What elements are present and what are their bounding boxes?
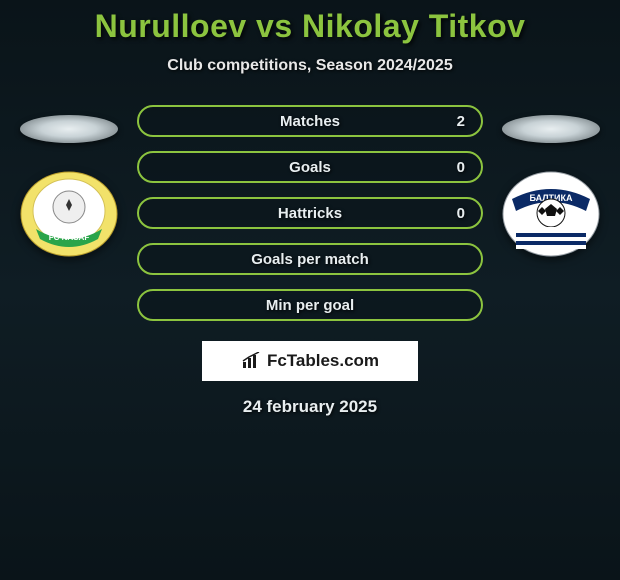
svg-text:FC NASAF: FC NASAF xyxy=(49,233,90,242)
stat-label: Hattricks xyxy=(278,205,342,222)
attribution-box[interactable]: FcTables.com xyxy=(202,341,418,381)
player-oval-right xyxy=(502,115,600,143)
bar-chart-icon xyxy=(241,352,263,370)
attribution-text: FcTables.com xyxy=(267,351,379,371)
stat-label: Min per goal xyxy=(266,297,354,314)
stat-label: Goals xyxy=(289,159,331,176)
comparison-card: Nurulloev vs Nikolay Titkov Club competi… xyxy=(0,0,620,417)
date-text: 24 february 2025 xyxy=(0,397,620,417)
main-row: FC NASAF Matches 2 Goals 0 Hattricks 0 G… xyxy=(0,105,620,321)
stat-value: 2 xyxy=(457,113,465,130)
left-player-col: FC NASAF xyxy=(19,105,119,257)
stats-column: Matches 2 Goals 0 Hattricks 0 Goals per … xyxy=(137,105,483,321)
right-player-col: БАЛТИКА xyxy=(501,105,601,257)
stat-row-goals: Goals 0 xyxy=(137,151,483,183)
stat-value: 0 xyxy=(457,205,465,222)
stat-row-mpg: Min per goal xyxy=(137,289,483,321)
stat-row-matches: Matches 2 xyxy=(137,105,483,137)
player-oval-left xyxy=(20,115,118,143)
nasaf-badge-icon: FC NASAF xyxy=(20,171,118,257)
stat-value: 0 xyxy=(457,159,465,176)
subtitle: Club competitions, Season 2024/2025 xyxy=(0,57,620,75)
stat-label: Goals per match xyxy=(251,251,369,268)
stat-row-hattricks: Hattricks 0 xyxy=(137,197,483,229)
club-logo-right: БАЛТИКА xyxy=(502,171,600,257)
club-logo-left: FC NASAF xyxy=(20,171,118,257)
stat-row-gpm: Goals per match xyxy=(137,243,483,275)
stat-label: Matches xyxy=(280,113,340,130)
baltika-badge-icon: БАЛТИКА xyxy=(502,171,600,257)
page-title: Nurulloev vs Nikolay Titkov xyxy=(0,8,620,45)
